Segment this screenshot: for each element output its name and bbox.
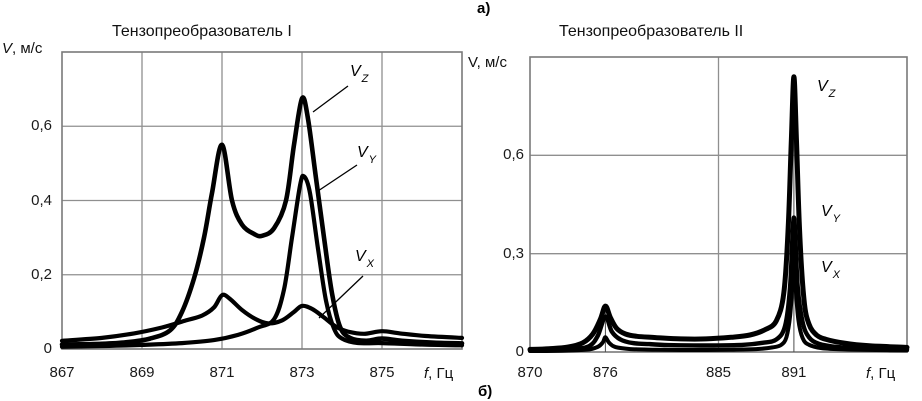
chart1-curve-label-vy: VY bbox=[357, 144, 377, 167]
x-tick-label: 873 bbox=[289, 364, 315, 381]
x-tick-label: 891 bbox=[781, 364, 807, 381]
y-tick-label: 0,6 bbox=[31, 117, 52, 135]
chart2-curve-label-vy: VY bbox=[821, 203, 841, 226]
curve-v_z bbox=[59, 95, 465, 347]
curve-v_y bbox=[527, 215, 910, 353]
curve-v_y bbox=[59, 173, 465, 349]
y-tick-label: 0,3 bbox=[503, 244, 524, 262]
y-tick-label: 0,6 bbox=[503, 146, 524, 164]
chart2-curve-label-vx: VX bbox=[821, 259, 841, 282]
y-tick-label: 0 bbox=[515, 343, 524, 360]
panel-label-a: а) bbox=[477, 0, 491, 17]
x-tick-label: 871 bbox=[209, 364, 235, 381]
panel-label-b: б) bbox=[478, 383, 493, 400]
chart1-y-axis-symbol: V bbox=[2, 40, 13, 57]
x-tick-label: 885 bbox=[705, 364, 732, 381]
y-tick-label: 0 bbox=[43, 340, 52, 357]
chart2-y-axis-symbol: V bbox=[468, 54, 477, 71]
curve-v_x bbox=[59, 292, 465, 343]
chart1-y-axis-title: V, м/с bbox=[2, 40, 42, 57]
y-tick-label: 0,2 bbox=[31, 265, 52, 283]
chart1-title: Тензопреобразователь I bbox=[112, 23, 292, 40]
chart1-curve-label-vz: VZ bbox=[350, 63, 369, 86]
curve-v_z bbox=[527, 74, 910, 352]
chart2-y-axis-units: , м/с bbox=[476, 54, 507, 71]
x-tick-label: 870 bbox=[517, 364, 543, 381]
chart1-x-axis-symbol: f bbox=[424, 365, 429, 382]
chart1-x-axis-units: , Гц bbox=[428, 365, 454, 382]
chart1-curve-label-vx: VX bbox=[355, 248, 375, 271]
chart1-x-axis-title: f, Гц bbox=[424, 365, 453, 382]
chart2-x-axis-symbol: f bbox=[866, 365, 871, 382]
chart1-y-axis-units: , м/с bbox=[12, 40, 43, 57]
y-tick-label: 0,4 bbox=[31, 191, 52, 209]
x-tick-label: 876 bbox=[592, 364, 618, 381]
chart2-y-axis-title: V, м/с bbox=[468, 54, 507, 71]
chart2-x-axis-title: f, Гц bbox=[866, 365, 895, 382]
chart2-curve-label-vz: VZ bbox=[817, 78, 836, 101]
curve-v_x bbox=[528, 253, 909, 353]
chart2-x-axis-units: , Гц bbox=[870, 365, 896, 382]
x-tick-label: 875 bbox=[369, 364, 395, 381]
x-tick-label: 869 bbox=[129, 364, 155, 381]
x-tick-label: 867 bbox=[49, 364, 75, 381]
chart2-title: Тензопреобразователь II bbox=[559, 23, 744, 40]
